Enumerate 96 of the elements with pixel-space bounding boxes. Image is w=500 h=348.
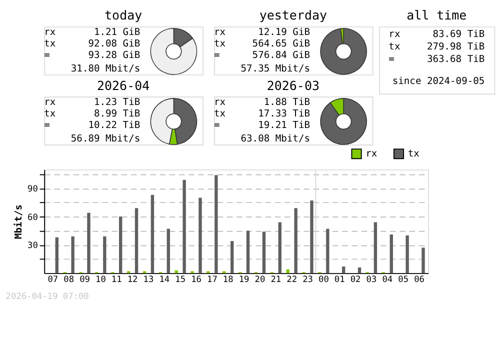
text: 363.68 TiB xyxy=(426,54,485,65)
text: since 2024-09-05 xyxy=(392,76,485,88)
text: tx xyxy=(44,38,56,50)
bar xyxy=(55,237,58,274)
x-tick-label: 13 xyxy=(143,275,154,286)
text: rx xyxy=(388,29,400,40)
text: 576.84 GiB xyxy=(252,50,310,62)
y-tick-label: 30 xyxy=(28,241,38,252)
chart-title: yesterday xyxy=(259,8,328,23)
text: 56.89 Mbit/s xyxy=(70,134,140,145)
x-tick-label: 17 xyxy=(206,275,218,286)
text: = xyxy=(44,120,50,132)
x-tick-label: 09 xyxy=(80,275,90,286)
text: 83.69 TiB xyxy=(432,29,485,40)
text: = xyxy=(214,120,220,132)
bar xyxy=(246,230,250,274)
text: = xyxy=(214,50,220,62)
x-tick-label: 04 xyxy=(382,275,393,286)
chart-title: 2026-04 xyxy=(97,78,150,93)
text: tx xyxy=(44,108,56,120)
text: 12.19 GiB xyxy=(258,27,310,38)
bar xyxy=(310,200,314,274)
x-tick-label: 20 xyxy=(254,275,266,286)
x-tick-label: 21 xyxy=(270,275,282,286)
y-tick-label: 90 xyxy=(28,184,38,195)
bar xyxy=(422,248,425,274)
text: tx xyxy=(214,108,226,120)
x-tick-label: 08 xyxy=(64,275,74,286)
text: 279.98 TiB xyxy=(426,41,485,52)
text: tx xyxy=(388,41,400,52)
bar xyxy=(262,232,266,274)
x-tick-label: 15 xyxy=(175,275,186,286)
text: 63.08 Mbit/s xyxy=(240,134,310,145)
chart-title: 2026-03 xyxy=(266,78,320,93)
x-tick-label: 12 xyxy=(127,275,138,286)
bar xyxy=(358,267,362,274)
bar xyxy=(71,236,74,274)
bar xyxy=(119,216,122,274)
text: rx xyxy=(214,97,226,108)
x-tick-label: 16 xyxy=(191,275,202,286)
bar xyxy=(103,236,106,274)
x-tick-label: 11 xyxy=(111,275,122,286)
bar xyxy=(87,212,90,274)
bar xyxy=(326,228,330,274)
y-tick-label: 60 xyxy=(28,212,38,223)
text: rx xyxy=(44,97,56,108)
bar xyxy=(294,208,298,274)
x-tick-label: 02 xyxy=(350,275,361,286)
bar xyxy=(198,198,202,274)
x-tick-label: 22 xyxy=(286,275,298,286)
bar xyxy=(230,241,234,274)
text: 57.35 Mbit/s xyxy=(240,64,310,75)
bar xyxy=(374,222,378,274)
x-tick-label: 10 xyxy=(95,275,106,286)
bar xyxy=(390,234,393,274)
legend-label: rx xyxy=(366,148,378,160)
text: 1.21 GiB xyxy=(94,27,140,38)
text: rx xyxy=(214,27,226,38)
text: 1.23 TiB xyxy=(94,97,140,108)
text: 1.88 TiB xyxy=(264,97,310,108)
text: = xyxy=(44,50,50,62)
x-tick-label: 00 xyxy=(318,275,329,286)
y-axis-title: Mbit/s xyxy=(14,204,25,240)
donut-slice xyxy=(320,98,367,145)
legend-label: tx xyxy=(408,148,420,160)
bar xyxy=(150,194,154,274)
text: 92.08 GiB xyxy=(88,38,140,50)
bar xyxy=(166,228,170,274)
x-tick-label: 23 xyxy=(302,275,313,286)
donut-slice xyxy=(320,28,367,75)
text: 17.33 TiB xyxy=(258,108,310,120)
bar xyxy=(342,266,346,274)
x-tick-label: 03 xyxy=(366,275,377,286)
x-tick-label: 07 xyxy=(48,275,58,286)
bar xyxy=(134,208,138,274)
x-tick-label: 19 xyxy=(238,275,250,286)
text: tx xyxy=(214,38,226,50)
bar xyxy=(278,222,282,274)
x-tick-label: 06 xyxy=(414,275,424,286)
x-tick-label: 05 xyxy=(398,275,409,286)
x-tick-label: 01 xyxy=(334,275,345,286)
bar xyxy=(182,180,186,274)
text: 8.99 TiB xyxy=(94,108,140,120)
text: all time xyxy=(406,8,467,23)
x-tick-label: 14 xyxy=(159,275,170,286)
x-tick-label: 18 xyxy=(222,275,234,286)
text: 564.65 GiB xyxy=(252,38,310,50)
text: rx xyxy=(44,27,56,38)
text: 10.22 TiB xyxy=(88,120,140,132)
bar xyxy=(406,235,409,274)
chart-title: today xyxy=(104,8,143,23)
text: 19.21 TiB xyxy=(258,120,310,132)
text: = xyxy=(388,54,395,65)
text: 93.28 GiB xyxy=(88,50,140,62)
bar xyxy=(214,175,218,274)
text: 31.80 Mbit/s xyxy=(70,64,140,75)
